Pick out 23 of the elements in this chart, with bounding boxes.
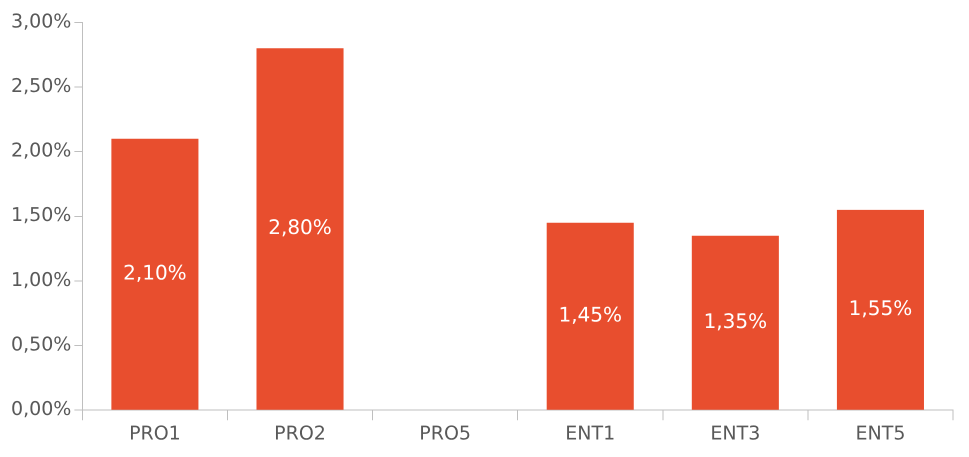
data-label: 2,10% [123,260,187,284]
y-tick-label: 1,50% [11,204,72,226]
data-label: 1,45% [558,302,622,326]
bar [836,210,924,410]
bar [256,48,344,410]
data-label: 2,80% [268,215,332,240]
data-label: 1,35% [704,308,768,333]
y-tick-label: 3,00% [11,10,72,32]
x-tick-label: PRO5 [419,422,471,445]
bar [546,222,634,410]
bar [692,236,779,410]
y-tick-label: 2,50% [11,74,72,97]
x-tick-label: ENT3 [710,422,760,445]
x-tick-label: PRO1 [129,422,181,445]
x-tick-label: ENT1 [565,422,616,445]
y-tick-label: 0,50% [11,334,72,356]
y-tick-label: 1,00% [11,268,72,291]
data-label: 1,55% [848,296,912,320]
y-tick-label: 0,00% [11,398,72,420]
y-tick-label: 2,00% [11,140,72,162]
x-tick-label: ENT5 [855,422,906,445]
bar [111,138,198,410]
x-tick-label: PRO2 [274,422,326,445]
